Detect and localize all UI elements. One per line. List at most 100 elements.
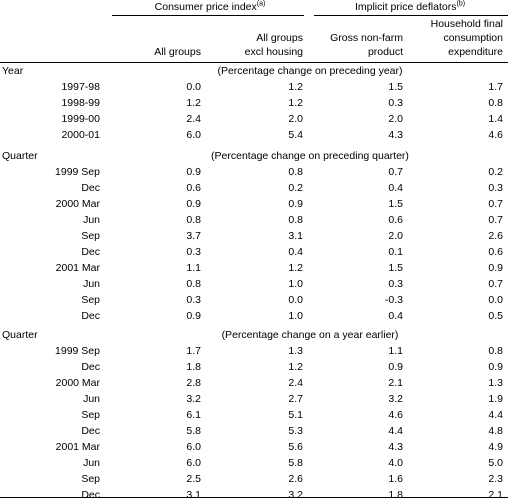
table-cell: 1.3: [288, 345, 303, 357]
row-label: Jun: [83, 278, 100, 290]
table-cell: 2.1: [488, 489, 503, 501]
table-cell: 0.8: [488, 97, 503, 109]
table-cell: 0.4: [288, 246, 303, 258]
row-label: Dec: [81, 182, 100, 194]
table-cell: 0.9: [288, 198, 303, 210]
table-cell: 0.5: [488, 310, 503, 322]
row-label: Sep: [81, 294, 100, 306]
table-cell: 0.2: [488, 166, 503, 178]
table-cell: 4.8: [488, 425, 503, 437]
row-label: 2001 Mar: [55, 441, 100, 453]
row-label: 1999 Sep: [55, 166, 100, 178]
ipd-header-rule: [314, 15, 508, 16]
table-cell: 0.9: [488, 262, 503, 274]
column-header-household-final-consumption: Household final: [430, 18, 503, 30]
table-cell: 0.4: [388, 310, 403, 322]
table-cell: 4.6: [488, 129, 503, 141]
table-cell: 0.8: [288, 214, 303, 226]
header-bottom-rule: [0, 62, 508, 63]
row-label: Jun: [83, 393, 100, 405]
table-cell: 0.4: [388, 182, 403, 194]
section-label: Quarter: [2, 150, 38, 162]
table-cell: 1.7: [488, 81, 503, 93]
table-cell: 1.6: [388, 473, 403, 485]
table-cell: 1.8: [186, 361, 201, 373]
table-cell: 3.7: [186, 230, 201, 242]
column-header-household-final-consumption: expenditure: [448, 46, 503, 58]
table-cell: 0.7: [488, 214, 503, 226]
row-label: Dec: [81, 425, 100, 437]
table-cell: 0.3: [488, 182, 503, 194]
table-cell: 4.9: [488, 441, 503, 453]
table-cell: 0.0: [288, 294, 303, 306]
table-cell: 2.8: [186, 377, 201, 389]
table-cell: 4.6: [388, 409, 403, 421]
row-label: 1998-99: [61, 97, 100, 109]
column-header-household-final-consumption: consumption: [443, 32, 503, 44]
table-cell: 1.2: [288, 262, 303, 274]
row-label: 2000 Mar: [55, 377, 100, 389]
table-cell: 0.9: [388, 361, 403, 373]
table-cell: 1.9: [488, 393, 503, 405]
table-cell: 1.2: [288, 81, 303, 93]
table-cell: 1.5: [388, 262, 403, 274]
table-cell: 2.4: [288, 377, 303, 389]
table-cell: 5.8: [186, 425, 201, 437]
table-cell: 3.2: [288, 489, 303, 501]
row-label: Sep: [81, 230, 100, 242]
table-cell: 1.2: [288, 361, 303, 373]
section-subtitle: (Percentage change on preceding quarter): [211, 150, 409, 162]
table-cell: 0.2: [288, 182, 303, 194]
row-label: Dec: [81, 361, 100, 373]
table-cell: 0.3: [388, 278, 403, 290]
row-label: Jun: [83, 457, 100, 469]
table-cell: 1.1: [186, 262, 201, 274]
cpi-group-header: Consumer price index(a): [154, 0, 266, 14]
table-cell: 0.3: [186, 246, 201, 258]
table-cell: 0.7: [488, 198, 503, 210]
table-cell: 2.6: [488, 230, 503, 242]
table-cell: 2.4: [186, 113, 201, 125]
table-cell: 4.0: [388, 457, 403, 469]
table-cell: 3.1: [288, 230, 303, 242]
table-cell: 1.0: [288, 310, 303, 322]
row-label: Dec: [81, 310, 100, 322]
table-cell: 0.3: [388, 97, 403, 109]
table-cell: 0.7: [488, 278, 503, 290]
table-cell: 0.8: [288, 166, 303, 178]
table-cell: 3.1: [186, 489, 201, 501]
row-label: 2001 Mar: [55, 262, 100, 274]
table-cell: 1.3: [488, 377, 503, 389]
table-cell: 6.1: [186, 409, 201, 421]
table-cell: 0.9: [488, 361, 503, 373]
column-header-all-groups: All groups: [154, 46, 201, 58]
table-cell: 0.8: [186, 278, 201, 290]
table-cell: 2.0: [388, 113, 403, 125]
table-cell: 1.7: [186, 345, 201, 357]
row-label: Jun: [83, 214, 100, 226]
table-cell: 2.0: [288, 113, 303, 125]
row-label: Sep: [81, 409, 100, 421]
table-cell: 1.2: [186, 97, 201, 109]
table-cell: 0.6: [488, 246, 503, 258]
table-bottom-rule: [0, 497, 508, 498]
table-cell: 5.4: [288, 129, 303, 141]
table-cell: 5.3: [288, 425, 303, 437]
table-cell: 2.6: [288, 473, 303, 485]
table-cell: 1.8: [388, 489, 403, 501]
table-cell: 3.2: [186, 393, 201, 405]
table-cell: 5.0: [488, 457, 503, 469]
cpi-header-rule: [112, 15, 304, 16]
table-cell: 0.7: [388, 166, 403, 178]
row-label: 1999 Sep: [55, 345, 100, 357]
row-label: Dec: [81, 246, 100, 258]
row-label: 2000 Mar: [55, 198, 100, 210]
table-cell: 2.7: [288, 393, 303, 405]
table-cell: 0.9: [186, 166, 201, 178]
table-cell: 4.3: [388, 441, 403, 453]
section-subtitle: (Percentage change on a year earlier): [221, 329, 399, 341]
section-subtitle: (Percentage change on preceding year): [217, 65, 403, 77]
table-cell: 0.9: [186, 198, 201, 210]
row-label: Dec: [81, 489, 100, 501]
